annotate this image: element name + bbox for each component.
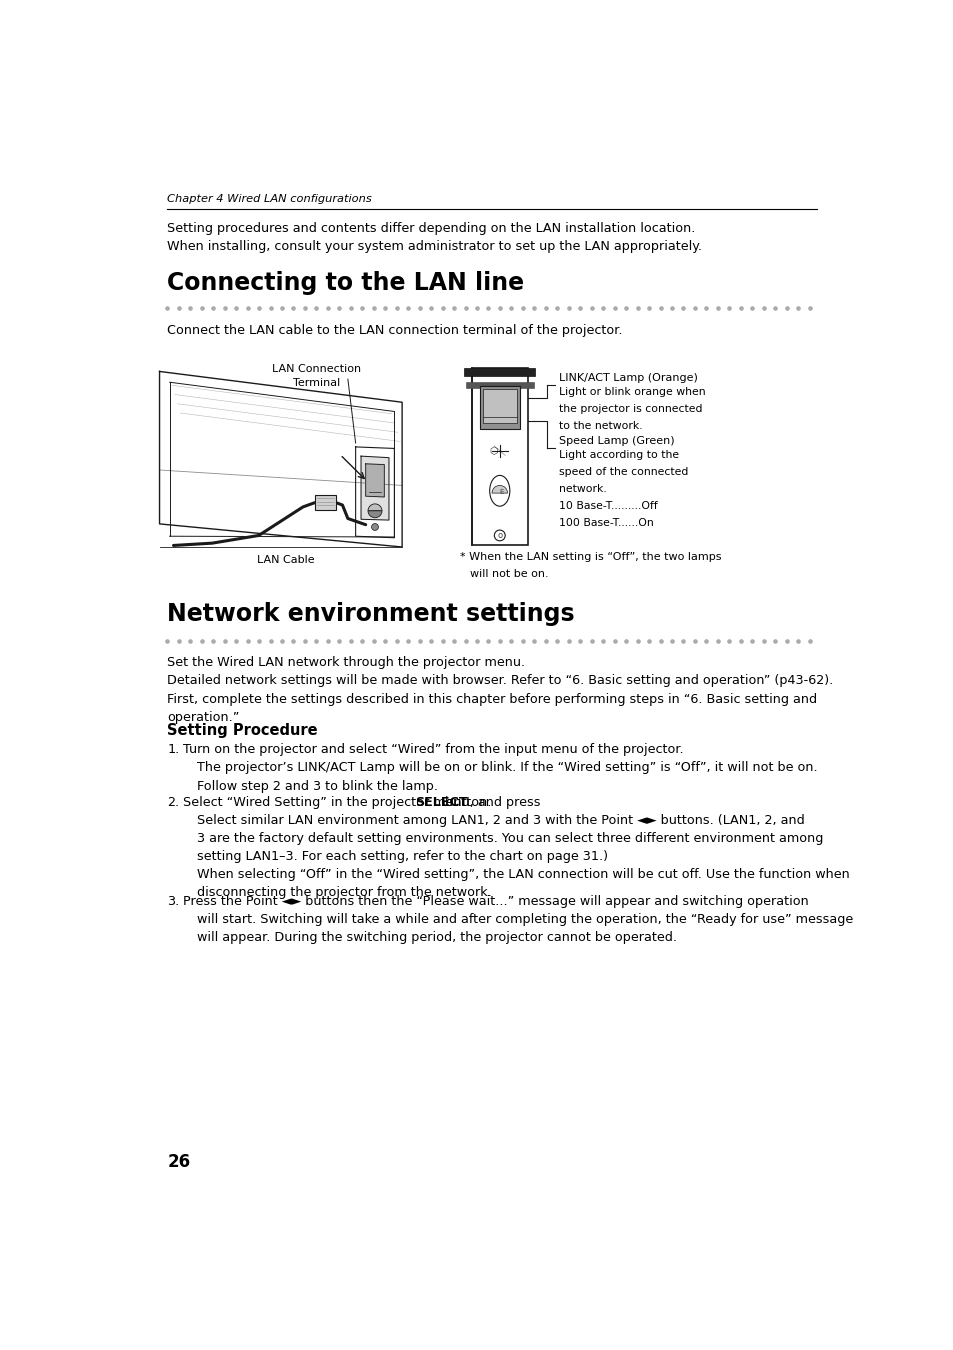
- Text: E: E: [498, 489, 503, 495]
- Text: operation.”: operation.”: [167, 710, 239, 724]
- Text: 10 Base-T.........Off: 10 Base-T.........Off: [558, 501, 657, 510]
- Bar: [479, 386, 519, 429]
- Text: Setting procedures and contents differ depending on the LAN installation locatio: Setting procedures and contents differ d…: [167, 221, 695, 235]
- Text: Turn on the projector and select “Wired” from the input menu of the projector.: Turn on the projector and select “Wired”…: [183, 744, 682, 756]
- Text: 3 are the factory default setting environments. You can select three different e: 3 are the factory default setting enviro…: [196, 832, 822, 845]
- Text: Select similar LAN environment among LAN1, 2 and 3 with the Point ◄► buttons. (L: Select similar LAN environment among LAN…: [196, 814, 803, 826]
- Text: When installing, consult your system administrator to set up the LAN appropriate: When installing, consult your system adm…: [167, 240, 701, 254]
- Bar: [482, 389, 517, 423]
- Wedge shape: [368, 510, 381, 518]
- Text: Chapter 4 Wired LAN configurations: Chapter 4 Wired LAN configurations: [167, 194, 372, 204]
- Text: network.: network.: [558, 483, 606, 494]
- Text: Connect the LAN cable to the LAN connection terminal of the projector.: Connect the LAN cable to the LAN connect…: [167, 324, 622, 336]
- Circle shape: [494, 531, 505, 541]
- Text: Light or blink orange when: Light or blink orange when: [558, 387, 704, 397]
- Text: SELECT: SELECT: [415, 795, 467, 809]
- Text: will not be on.: will not be on.: [469, 570, 548, 579]
- Ellipse shape: [489, 475, 509, 506]
- Text: the projector is connected: the projector is connected: [558, 404, 701, 414]
- Text: disconnecting the projector from the network.: disconnecting the projector from the net…: [196, 886, 491, 899]
- Text: Select “Wired Setting” in the projector menu, and press: Select “Wired Setting” in the projector …: [183, 795, 544, 809]
- Text: Network environment settings: Network environment settings: [167, 602, 575, 626]
- Text: 26: 26: [167, 1153, 191, 1170]
- Text: LAN Connection: LAN Connection: [272, 363, 361, 374]
- Bar: [465, 382, 534, 387]
- Text: When selecting “Off” in the “Wired setting”, the LAN connection will be cut off.: When selecting “Off” in the “Wired setti…: [196, 868, 848, 882]
- Text: 1.: 1.: [167, 744, 179, 756]
- Polygon shape: [365, 464, 384, 497]
- Text: LINK/ACT Lamp (Orange): LINK/ACT Lamp (Orange): [558, 373, 697, 383]
- Text: Terminal: Terminal: [293, 378, 340, 387]
- Text: speed of the connected: speed of the connected: [558, 467, 687, 477]
- Text: will appear. During the switching period, the projector cannot be operated.: will appear. During the switching period…: [196, 931, 676, 944]
- Text: Detailed network settings will be made with browser. Refer to “6. Basic setting : Detailed network settings will be made w…: [167, 675, 833, 687]
- Wedge shape: [368, 504, 381, 510]
- Text: 2.: 2.: [167, 795, 179, 809]
- Polygon shape: [360, 456, 389, 520]
- Text: Speed Lamp (Green): Speed Lamp (Green): [558, 436, 674, 446]
- Text: setting LAN1–3. For each setting, refer to the chart on page 31.): setting LAN1–3. For each setting, refer …: [196, 850, 607, 863]
- Text: Press the Point ◄► buttons then the “Please wait...” message will appear and swi: Press the Point ◄► buttons then the “Ple…: [183, 895, 808, 909]
- Text: o: o: [497, 531, 502, 540]
- Wedge shape: [492, 486, 507, 493]
- Bar: [314, 495, 335, 510]
- Text: Light according to the: Light according to the: [558, 450, 679, 460]
- Text: to the network.: to the network.: [558, 421, 641, 431]
- Text: Follow step 2 and 3 to blink the lamp.: Follow step 2 and 3 to blink the lamp.: [196, 779, 437, 792]
- Circle shape: [371, 524, 378, 531]
- Bar: [472, 369, 527, 545]
- Text: LAN Cable: LAN Cable: [256, 555, 314, 564]
- Text: 3.: 3.: [167, 895, 179, 909]
- Text: Set the Wired LAN network through the projector menu.: Set the Wired LAN network through the pr…: [167, 656, 525, 670]
- Text: 100 Base-T......On: 100 Base-T......On: [558, 518, 653, 528]
- Bar: [464, 369, 535, 377]
- Text: button.: button.: [440, 795, 491, 809]
- Text: The projector’s LINK/ACT Lamp will be on or blink. If the “Wired setting” is “Of: The projector’s LINK/ACT Lamp will be on…: [196, 761, 817, 775]
- Text: will start. Switching will take a while and after completing the operation, the : will start. Switching will take a while …: [196, 913, 852, 926]
- Text: First, complete the settings described in this chapter before performing steps i: First, complete the settings described i…: [167, 693, 817, 706]
- Text: * When the LAN setting is “Off”, the two lamps: * When the LAN setting is “Off”, the two…: [459, 552, 721, 562]
- Text: Connecting to the LAN line: Connecting to the LAN line: [167, 271, 524, 296]
- Text: Setting Procedure: Setting Procedure: [167, 722, 317, 737]
- Text: ⬡: ⬡: [489, 446, 497, 456]
